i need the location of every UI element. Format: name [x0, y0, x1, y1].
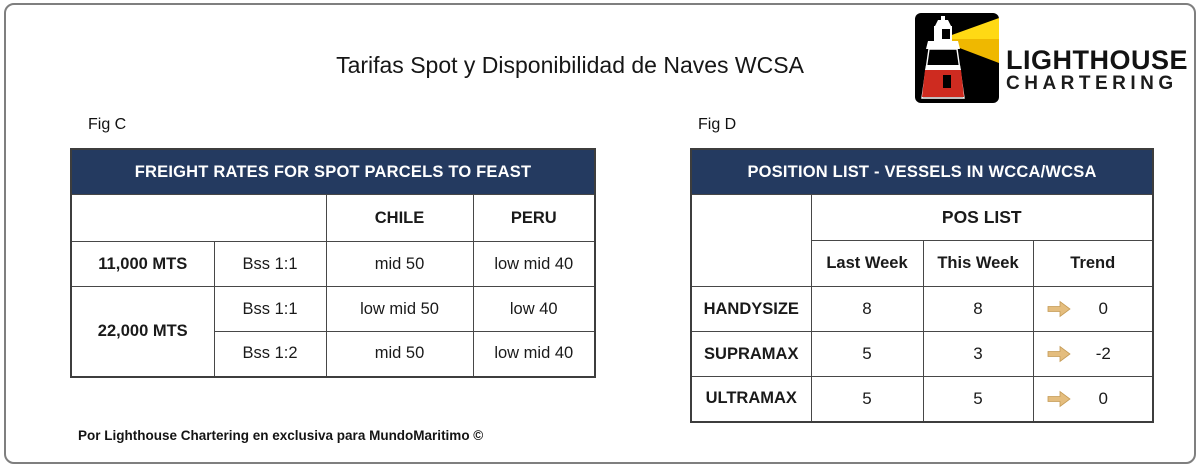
trend-cell: 0 [1032, 286, 1154, 332]
qty-cell: 22,000 MTS [70, 286, 215, 377]
trend-right-arrow-icon [1047, 390, 1071, 408]
freight-rates-table-title: FREIGHT RATES FOR SPOT PARCELS TO FEAST [70, 148, 596, 195]
qty-cell: 11,000 MTS [70, 241, 215, 287]
empty-header-cell [690, 194, 812, 287]
basis-cell: Bss 1:1 [213, 286, 327, 332]
table-row: 22,000 MTS Bss 1:1 low mid 50 low 40 [70, 286, 596, 377]
empty-header-cell [70, 194, 327, 242]
vessel-class-cell: HANDYSIZE [690, 286, 812, 332]
trend-right-arrow-icon [1047, 345, 1071, 363]
attribution-footer: Por Lighthouse Chartering en exclusiva p… [78, 428, 484, 443]
freight-rates-table: FREIGHT RATES FOR SPOT PARCELS TO FEAST … [70, 148, 596, 378]
this-week-cell: 3 [922, 331, 1034, 377]
last-week-cell: 5 [810, 331, 924, 377]
vessel-class-cell: SUPRAMAX [690, 331, 812, 377]
logo-wordmark: LIGHTHOUSE CHARTERING [1006, 21, 1188, 95]
lighthouse-icon [915, 13, 999, 103]
position-list-table-title: POSITION LIST - VESSELS IN WCCA/WCSA [690, 148, 1154, 195]
table-row: POSITION LIST - VESSELS IN WCCA/WCSA [690, 148, 1154, 195]
chile-rate-cell: mid 50 [325, 331, 474, 377]
table-row: 11,000 MTS Bss 1:1 mid 50 low mid 40 [70, 241, 596, 287]
column-header-chile: CHILE [325, 194, 474, 242]
this-week-cell: 8 [922, 286, 1034, 332]
logo-wordmark-line1: LIGHTHOUSE [1006, 45, 1189, 75]
figd-label: Fig D [698, 116, 737, 133]
peru-rate-cell: low 40 [472, 286, 596, 332]
basis-cell: Bss 1:1 [213, 241, 327, 287]
table-row: SUPRAMAX 5 3 -2 [690, 331, 1154, 377]
last-week-cell: 5 [810, 376, 924, 422]
vessel-class-cell: ULTRAMAX [690, 376, 812, 422]
column-header-peru: PERU [472, 194, 596, 242]
peru-rate-cell: low mid 40 [472, 241, 596, 287]
logo-wordmark-line2: CHARTERING [1006, 73, 1178, 94]
this-week-cell: 5 [922, 376, 1034, 422]
chile-rate-cell: low mid 50 [325, 286, 474, 332]
table-row: HANDYSIZE 8 8 0 [690, 286, 1154, 332]
table-row: FREIGHT RATES FOR SPOT PARCELS TO FEAST [70, 148, 596, 195]
trend-value: 0 [1098, 299, 1108, 318]
trend-cell: 0 [1032, 376, 1154, 422]
table-row: Bss 1:2 mid 50 low mid 40 [71, 331, 596, 377]
chile-rate-cell: mid 50 [325, 241, 474, 287]
last-week-cell: 8 [810, 286, 924, 332]
trend-value: 0 [1098, 388, 1108, 408]
pos-list-group-header: POS LIST [810, 194, 1154, 241]
position-list-table: POSITION LIST - VESSELS IN WCCA/WCSA POS… [690, 148, 1155, 423]
table-header-row: CHILE PERU [70, 194, 596, 242]
table-subheader-row: Last Week This Week Trend [691, 240, 1154, 287]
table-row: ULTRAMAX 5 5 0 [690, 376, 1154, 422]
basis-cell: Bss 1:2 [213, 331, 327, 377]
page-title: Tarifas Spot y Disponibilidad de Naves W… [336, 52, 804, 78]
lighthouse-chartering-logo: LIGHTHOUSE CHARTERING [915, 13, 1188, 103]
table-header-row: POS LIST [690, 194, 1154, 287]
trend-cell: -2 [1032, 331, 1154, 377]
trend-value: -2 [1095, 344, 1111, 363]
column-header-this-week: This Week [922, 240, 1034, 287]
peru-rate-cell: low mid 40 [472, 331, 596, 377]
column-header-trend: Trend [1032, 240, 1154, 287]
trend-right-arrow-icon [1047, 300, 1071, 318]
figc-label: Fig C [88, 116, 127, 133]
column-header-last-week: Last Week [810, 240, 924, 287]
